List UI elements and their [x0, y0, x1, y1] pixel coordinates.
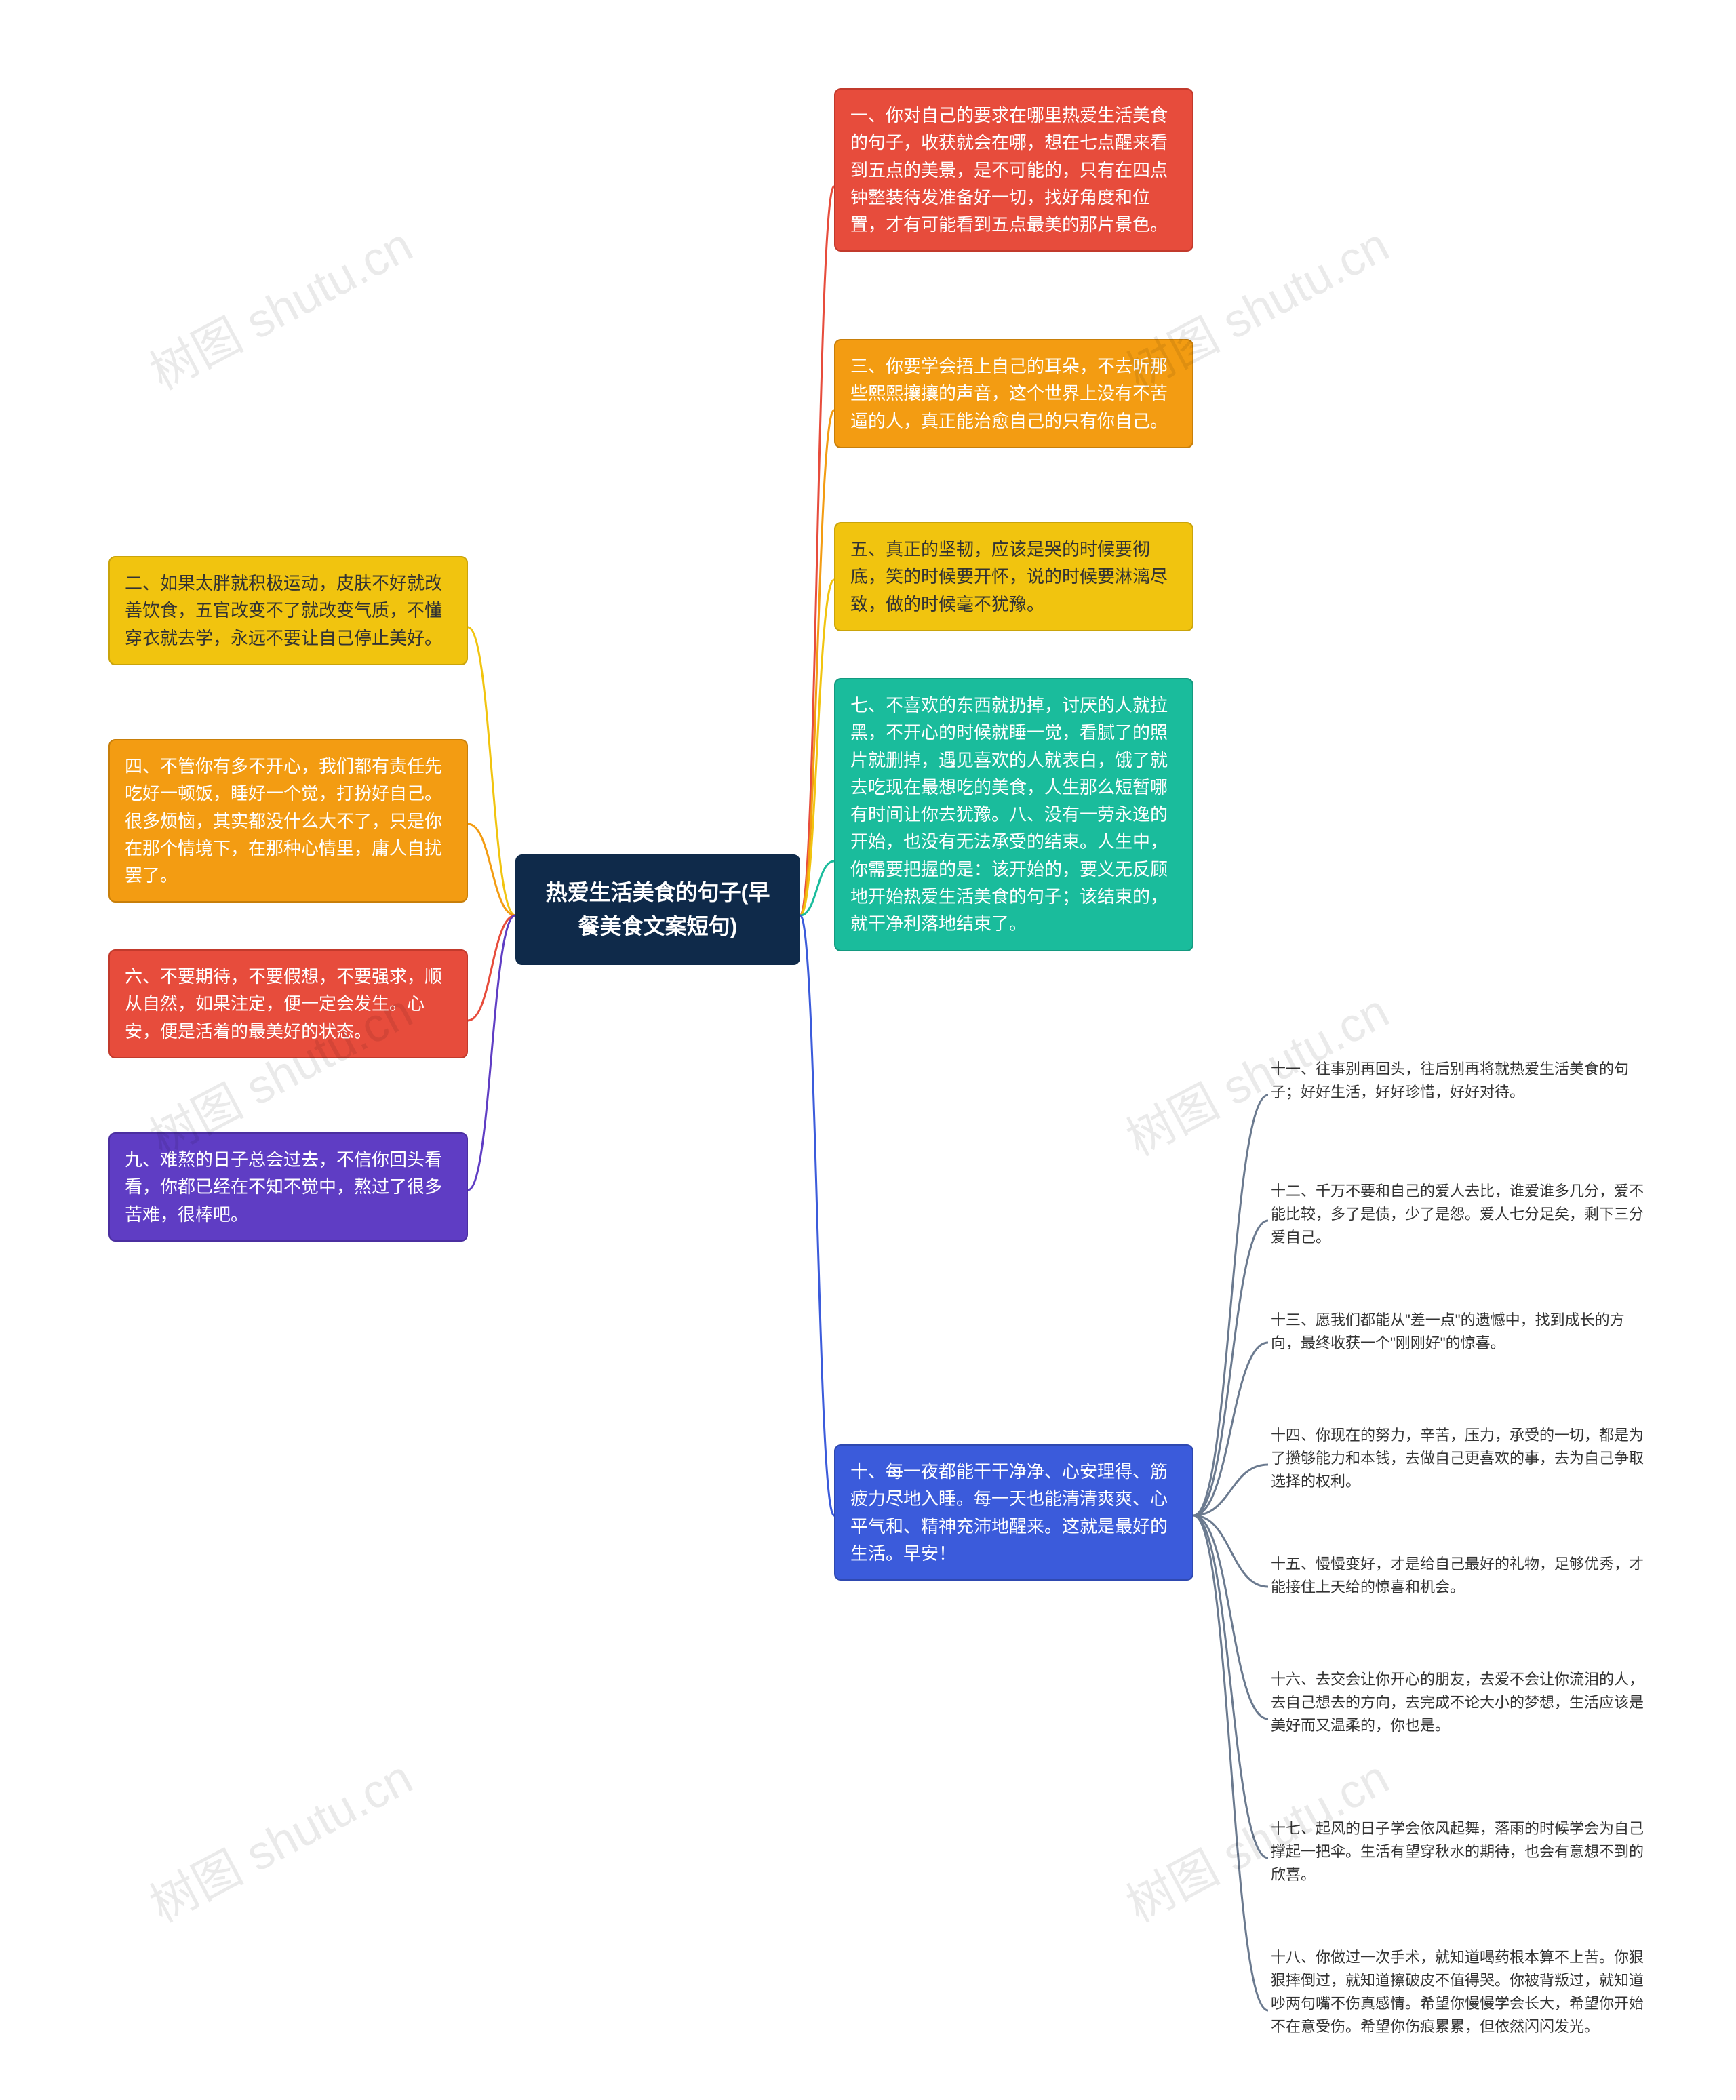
- branch-n2: 二、如果太胖就积极运动，皮肤不好就改善饮食，五官改变不了就改变气质，不懂穿衣就去…: [108, 556, 468, 665]
- center-node: 热爱生活美食的句子(早餐美食文案短句): [515, 854, 800, 965]
- branch-n4: 四、不管你有多不开心，我们都有责任先吃好一顿饭，睡好一个觉，打扮好自己。很多烦恼…: [108, 739, 468, 903]
- watermark: 树图 shutu.cn: [136, 207, 422, 403]
- branch-n7: 七、不喜欢的东西就扔掉，讨厌的人就拉黑，不开心的时候就睡一觉，看腻了的照片就删掉…: [834, 678, 1194, 951]
- leaf-n13: 十三、愿我们都能从"差一点"的遗憾中，找到成长的方向，最终收获一个"刚刚好"的惊…: [1268, 1309, 1648, 1355]
- leaf-n16: 十六、去交会让你开心的朋友，去爱不会让你流泪的人，去自己想去的方向，去完成不论大…: [1268, 1668, 1648, 1737]
- leaf-n17: 十七、起风的日子学会依风起舞，落雨的时候学会为自己撑起一把伞。生活有望穿秋水的期…: [1268, 1817, 1648, 1886]
- branch-n5: 五、真正的坚韧，应该是哭的时候要彻底，笑的时候要开怀，说的时候要淋漓尽致，做的时…: [834, 522, 1194, 631]
- branch-n6: 六、不要期待，不要假想，不要强求，顺从自然，如果注定，便一定会发生。心安，便是活…: [108, 949, 468, 1058]
- branch-n10: 十、每一夜都能干干净净、心安理得、筋疲力尽地入睡。每一天也能清清爽爽、心平气和、…: [834, 1444, 1194, 1581]
- branch-n1: 一、你对自己的要求在哪里热爱生活美食的句子，收获就会在哪，想在七点醒来看到五点的…: [834, 88, 1194, 252]
- branch-n3: 三、你要学会捂上自己的耳朵，不去听那些熙熙攘攘的声音，这个世界上没有不苦逼的人，…: [834, 339, 1194, 448]
- leaf-n18: 十八、你做过一次手术，就知道喝药根本算不上苦。你狠狠摔倒过，就知道擦破皮不值得哭…: [1268, 1946, 1648, 2038]
- watermark: 树图 shutu.cn: [136, 1740, 422, 1935]
- leaf-n15: 十五、慢慢变好，才是给自己最好的礼物，足够优秀，才能接住上天给的惊喜和机会。: [1268, 1553, 1648, 1599]
- leaf-n12: 十二、千万不要和自己的爱人去比，谁爱谁多几分，爱不能比较，多了是债，少了是怨。爱…: [1268, 1180, 1648, 1249]
- leaf-n14: 十四、你现在的努力，辛苦，压力，承受的一切，都是为了攒够能力和本钱，去做自己更喜…: [1268, 1424, 1648, 1493]
- branch-n9: 九、难熬的日子总会过去，不信你回头看看，你都已经在不知不觉中，熬过了很多苦难，很…: [108, 1132, 468, 1242]
- leaf-n11: 十一、往事别再回头，往后别再将就热爱生活美食的句子；好好生活，好好珍惜，好好对待…: [1268, 1058, 1648, 1104]
